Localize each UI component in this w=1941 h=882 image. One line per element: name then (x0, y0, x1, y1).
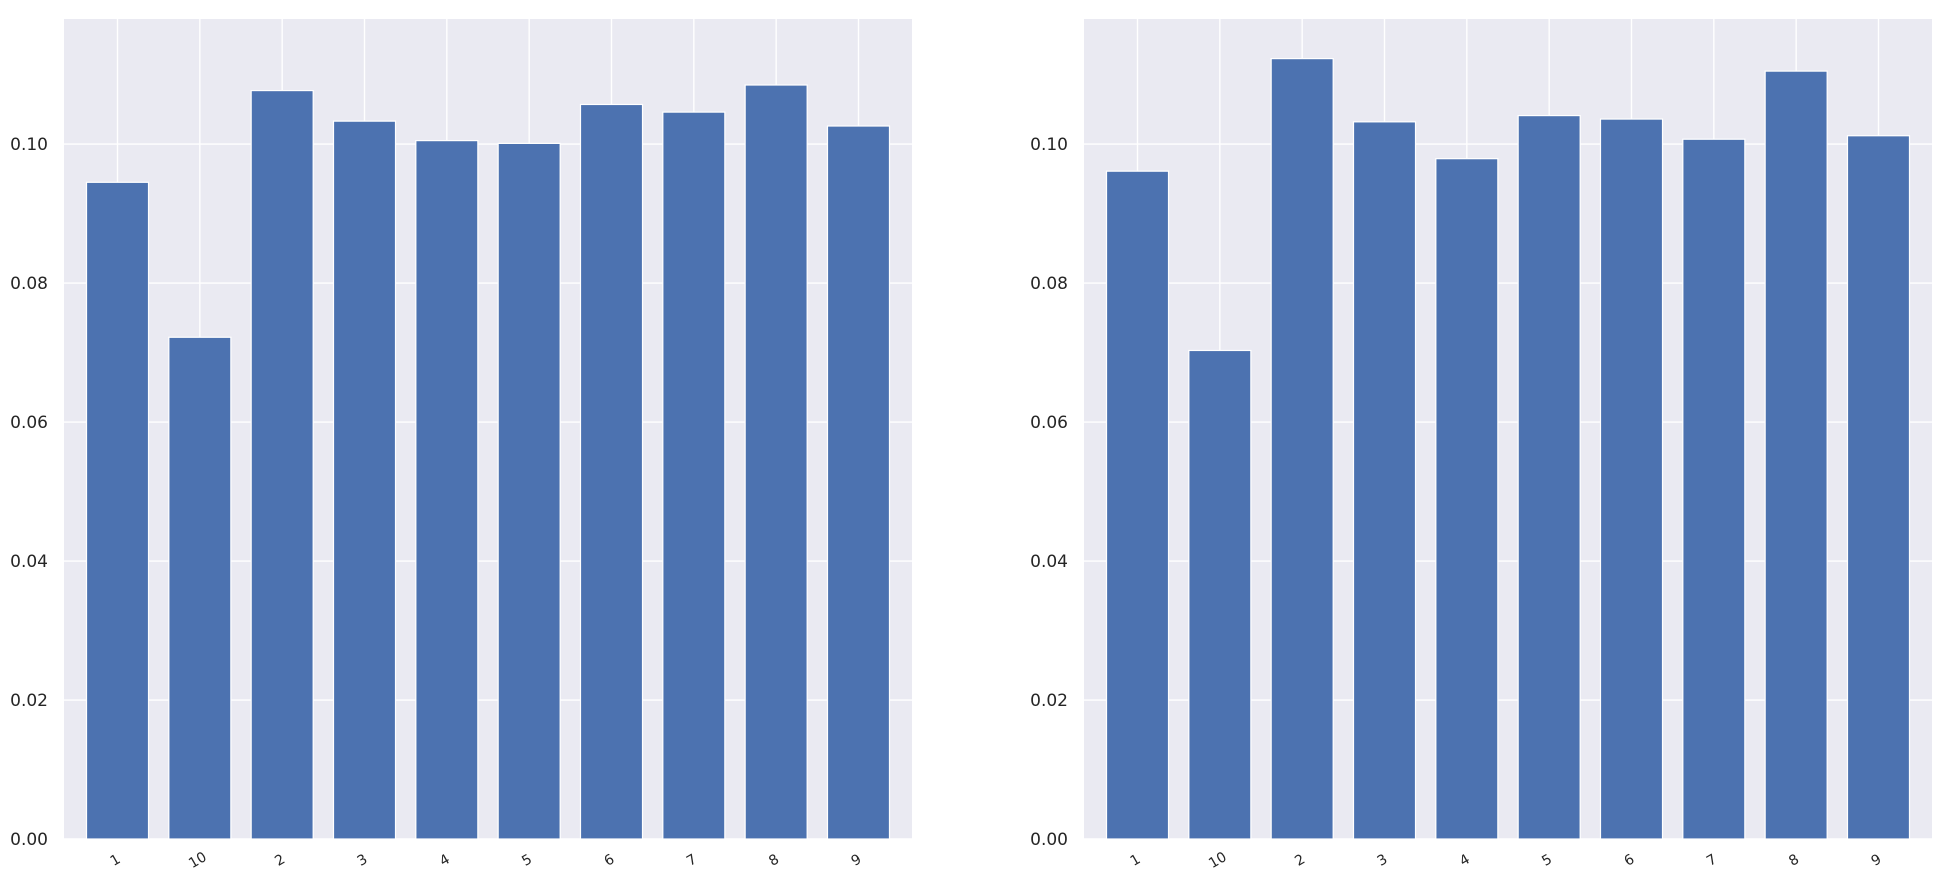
x-tick-label: 6 (1622, 851, 1638, 869)
x-tick-label: 4 (1457, 851, 1473, 869)
x-tick-label: 5 (1539, 851, 1555, 869)
y-tick-label: 0.10 (1030, 135, 1068, 155)
x-tick-label: 1 (1128, 851, 1144, 869)
y-tick-label: 0.06 (1030, 413, 1068, 433)
y-tick-label: 0.08 (10, 274, 48, 294)
y-tick-label: 0.02 (1030, 691, 1068, 711)
chart-right: 0.00 0.02 0.04 0.06 0.08 0.10 1 10 2 3 4 5 6 7 8 9 (1030, 19, 1932, 872)
x-tick-label: 6 (602, 851, 618, 869)
bar-4 (415, 140, 479, 840)
bar-7 (1682, 138, 1746, 840)
bar-5 (497, 142, 561, 840)
y-tick-label: 0.00 (10, 830, 48, 850)
x-tick-label: 1 (108, 851, 124, 869)
y-tick-label: 0.04 (10, 552, 48, 572)
bar-5 (1517, 114, 1581, 840)
x-tick-label: 2 (1292, 851, 1308, 869)
x-tick-label: 3 (1375, 851, 1391, 869)
chart-left: 0.00 0.02 0.04 0.06 0.08 0.10 1 10 2 3 4 5 6 7 8 9 (10, 19, 912, 872)
x-tick-label: 7 (1704, 851, 1720, 869)
bar-9 (826, 125, 891, 840)
x-tick-label: 3 (355, 851, 371, 869)
x-tick-label: 8 (1786, 851, 1802, 869)
x-tick-label: 7 (684, 851, 700, 869)
x-tick-label: 9 (1869, 851, 1885, 869)
bar-6 (1599, 118, 1664, 840)
y-tick-label: 0.10 (10, 135, 48, 155)
bar-2 (1270, 58, 1334, 840)
bar-9 (1846, 135, 1911, 840)
bar-7 (662, 111, 726, 840)
bar-3 (332, 120, 397, 840)
y-tick-label: 0.02 (10, 691, 48, 711)
x-tick-label: 8 (766, 851, 782, 869)
bar-4 (1435, 158, 1499, 840)
x-tick-label: 5 (519, 851, 535, 869)
y-tick-label: 0.08 (1030, 274, 1068, 294)
bar-8 (744, 84, 808, 840)
bar-8 (1764, 70, 1828, 840)
x-tick-label: 9 (849, 851, 865, 869)
x-tick-label: 10 (186, 849, 209, 872)
bar-10 (1188, 349, 1252, 840)
bar-3 (1352, 121, 1417, 840)
y-tick-label: 0.04 (1030, 552, 1068, 572)
bar-2 (250, 89, 314, 840)
x-tick-label: 10 (1206, 849, 1229, 872)
x-tick-label: 4 (437, 851, 453, 869)
bar-1 (1105, 170, 1170, 840)
x-tick-label: 2 (272, 851, 288, 869)
bar-10 (168, 336, 232, 840)
bar-1 (85, 181, 150, 840)
bar-6 (579, 103, 644, 840)
y-tick-label: 0.00 (1030, 830, 1068, 850)
y-tick-label: 0.06 (10, 413, 48, 433)
